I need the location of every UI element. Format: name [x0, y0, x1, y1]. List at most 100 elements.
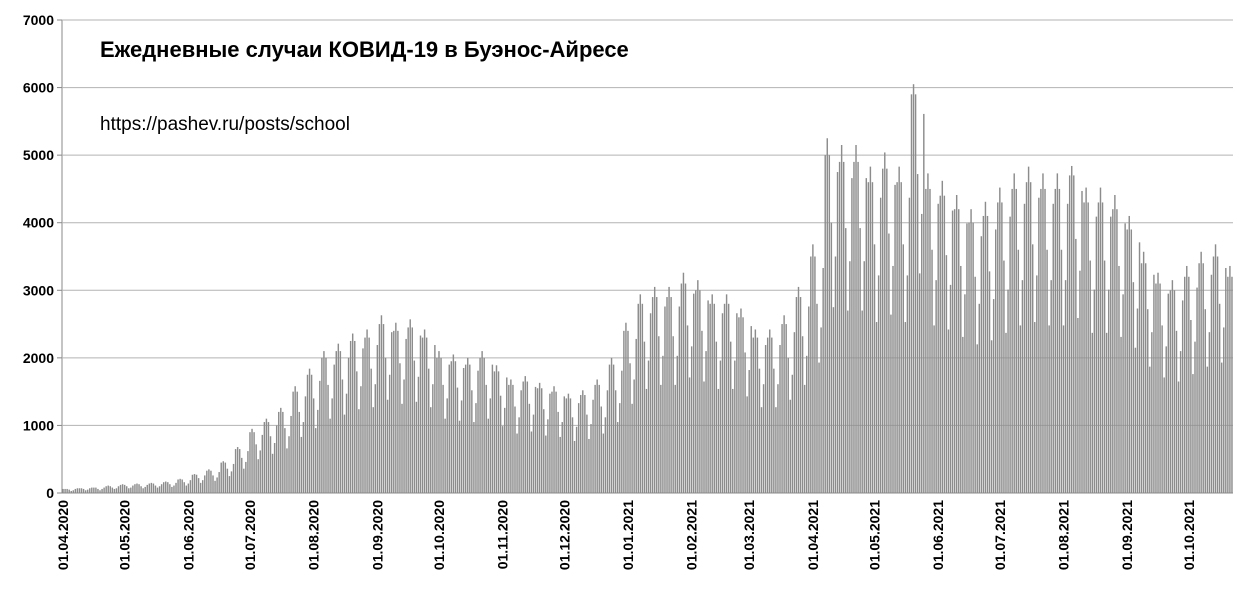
bar [746, 396, 748, 493]
bar [339, 351, 342, 493]
bar [914, 94, 917, 493]
bar [847, 310, 849, 493]
bar [506, 377, 508, 493]
bar [366, 329, 368, 493]
bar [742, 317, 744, 493]
bar [327, 384, 329, 493]
bar [682, 272, 685, 493]
bar [668, 286, 670, 493]
bar [388, 374, 391, 493]
bar [317, 409, 319, 493]
bar [582, 390, 584, 493]
bar [518, 417, 520, 493]
bar [1005, 332, 1007, 493]
bar [651, 297, 654, 493]
bar [838, 161, 841, 493]
bar [787, 357, 789, 493]
bar [1093, 289, 1096, 493]
bar [734, 360, 736, 493]
bar [487, 418, 490, 493]
bar [873, 244, 876, 493]
bar [1003, 260, 1005, 493]
bar [510, 379, 512, 493]
bar [608, 364, 611, 493]
bar [955, 195, 958, 493]
bar [136, 483, 138, 493]
bar [600, 406, 602, 493]
y-tick-label: 1000 [23, 417, 54, 433]
bar [1177, 381, 1180, 493]
bar [978, 303, 981, 493]
bar [801, 336, 804, 493]
bar [138, 484, 140, 493]
bar [425, 337, 428, 493]
bar [1101, 202, 1104, 493]
bar [754, 329, 757, 493]
bar [834, 256, 837, 493]
bar [836, 172, 839, 494]
bar [123, 484, 126, 493]
chart-title: Ежедневные случаи КОВИД-19 в Буэнос-Айре… [100, 37, 629, 62]
bar [185, 485, 188, 493]
bar [906, 275, 909, 493]
bar [1068, 175, 1071, 493]
bar [1161, 325, 1163, 493]
bar [565, 398, 568, 493]
bar [653, 286, 656, 493]
bar [960, 265, 962, 493]
bar [191, 474, 194, 493]
bar [929, 188, 931, 493]
bar [1144, 263, 1147, 493]
bar [1153, 274, 1155, 493]
bar [1064, 280, 1067, 493]
bar [721, 313, 724, 493]
bar [140, 486, 142, 493]
bar [481, 351, 483, 493]
bar [1060, 249, 1063, 493]
bar [1173, 290, 1176, 493]
bar [343, 414, 346, 493]
y-tick-label: 7000 [23, 12, 54, 28]
bar [265, 418, 268, 493]
bar [399, 363, 401, 493]
bar [1120, 336, 1122, 493]
bar [549, 393, 551, 493]
bar [1107, 289, 1110, 493]
bar [884, 152, 886, 493]
bar [994, 229, 997, 493]
bar [167, 482, 169, 493]
bar [1124, 223, 1126, 493]
bar [703, 381, 705, 493]
bar [623, 330, 625, 493]
bar [676, 355, 679, 493]
x-tick-label: 01.01.2021 [620, 500, 636, 570]
bar [386, 399, 389, 493]
bar [1220, 362, 1223, 493]
bar [66, 488, 68, 493]
bar [395, 322, 397, 493]
bar [150, 482, 153, 493]
bar [393, 330, 395, 493]
bar [290, 415, 292, 493]
bar [953, 209, 956, 493]
bar [678, 306, 681, 493]
bar [401, 403, 403, 493]
bar [89, 488, 91, 493]
bar [637, 303, 639, 493]
bar [543, 409, 545, 493]
bar [267, 422, 270, 493]
bar [1184, 276, 1186, 493]
bar [598, 384, 600, 493]
bar [62, 488, 64, 493]
bar [84, 490, 87, 493]
bar [1165, 346, 1167, 493]
bar [1038, 197, 1040, 493]
bar [302, 422, 305, 493]
bar [1054, 188, 1057, 493]
bar [294, 386, 296, 493]
bar [750, 326, 752, 493]
bar [1103, 260, 1106, 493]
bar [142, 488, 144, 493]
bar [169, 484, 171, 493]
